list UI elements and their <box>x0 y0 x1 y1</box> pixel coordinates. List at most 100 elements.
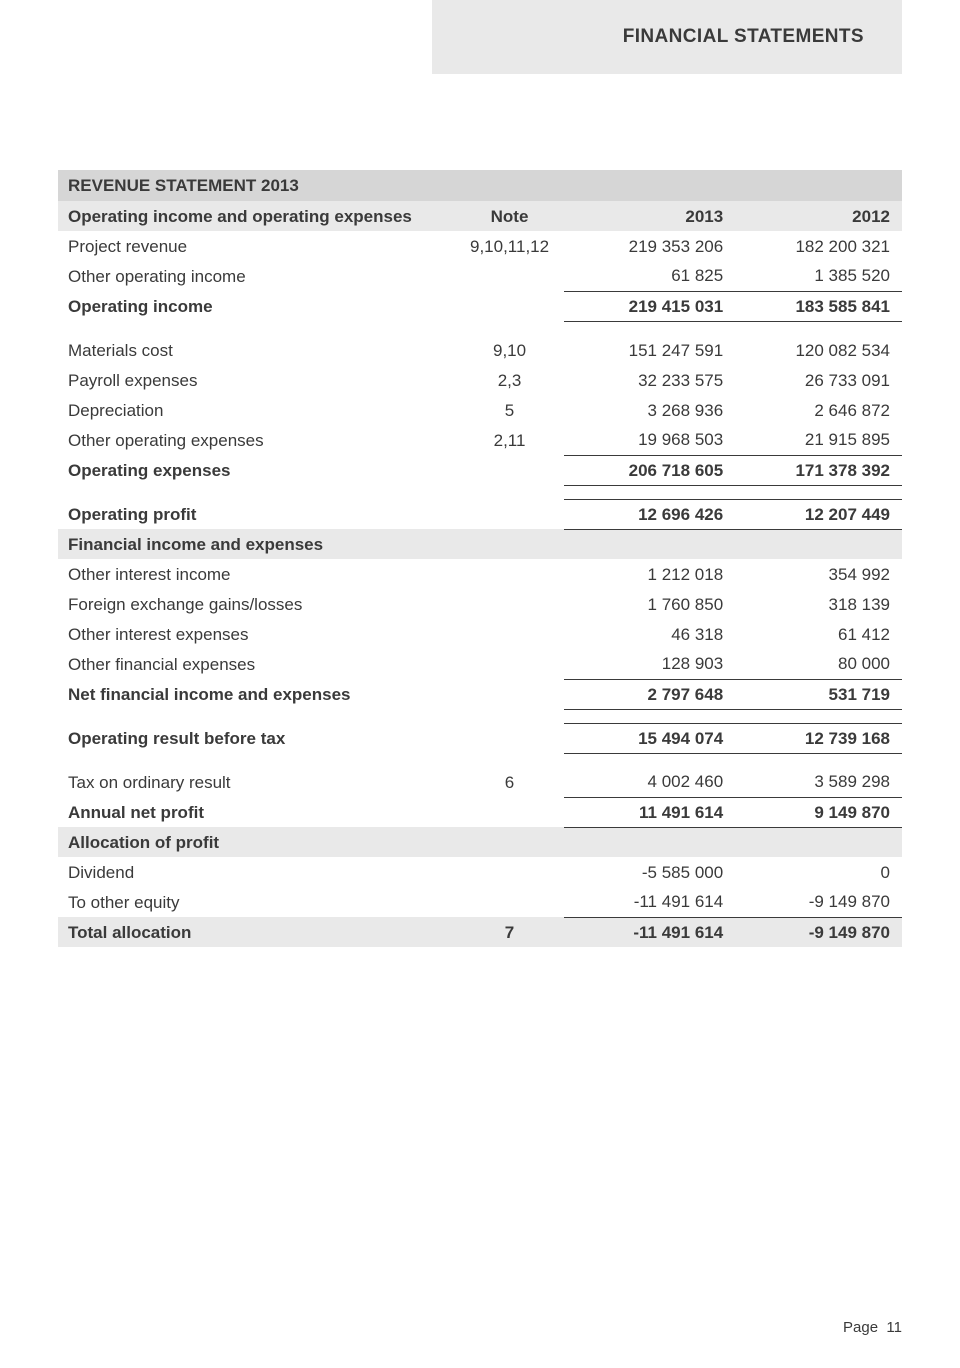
row-label: Financial income and expenses <box>58 529 455 559</box>
row-note <box>455 857 565 887</box>
row-value-2013: 12 696 426 <box>564 499 733 529</box>
row-value-2012: 12 739 168 <box>733 723 902 753</box>
table-row <box>58 485 902 499</box>
row-label: Other operating expenses <box>58 425 455 455</box>
table-row <box>58 709 902 723</box>
row-note: 9,10,11,12 <box>455 231 565 261</box>
table-row: Annual net profit 11 491 6149 149 870 <box>58 797 902 827</box>
row-label: Operating expenses <box>58 455 455 485</box>
row-note: 5 <box>455 395 565 425</box>
table-row: Net financial income and expenses2 797 6… <box>58 679 902 709</box>
row-value-2012 <box>733 827 902 857</box>
row-value-2013: 128 903 <box>564 649 733 679</box>
row-value-2013: 1 212 018 <box>564 559 733 589</box>
row-note <box>455 589 565 619</box>
row-value-2012 <box>733 529 902 559</box>
row-label: Other operating income <box>58 261 455 291</box>
row-value-2013: 2013 <box>564 201 733 231</box>
table-row: Total allocation7-11 491 614-9 149 870 <box>58 917 902 947</box>
row-value-2012: -9 149 870 <box>733 887 902 917</box>
row-value-2012: 183 585 841 <box>733 291 902 321</box>
row-value-2012: 531 719 <box>733 679 902 709</box>
table-row: Payroll expenses2,332 233 57526 733 091 <box>58 365 902 395</box>
table-row: Operating expenses206 718 605171 378 392 <box>58 455 902 485</box>
table-row: Project revenue9,10,11,12219 353 206182 … <box>58 231 902 261</box>
row-note <box>455 499 565 529</box>
row-note <box>455 619 565 649</box>
row-label: Annual net profit <box>58 797 455 827</box>
row-value-2012: 3 589 298 <box>733 767 902 797</box>
row-value-2013: 1 760 850 <box>564 589 733 619</box>
row-label: Depreciation <box>58 395 455 425</box>
row-note <box>455 827 565 857</box>
row-note <box>455 797 565 827</box>
row-value-2013: 4 002 460 <box>564 767 733 797</box>
row-label: To other equity <box>58 887 455 917</box>
row-value-2013: -11 491 614 <box>564 887 733 917</box>
row-value-2012: 1 385 520 <box>733 261 902 291</box>
row-value-2013: -11 491 614 <box>564 917 733 947</box>
row-label: Foreign exchange gains/losses <box>58 589 455 619</box>
table-row: Dividend -5 585 0000 <box>58 857 902 887</box>
table-row: Other operating expenses2,1119 968 50321… <box>58 425 902 455</box>
spacer-cell <box>58 709 902 723</box>
row-note: 2,3 <box>455 365 565 395</box>
row-note <box>455 723 565 753</box>
row-label: Payroll expenses <box>58 365 455 395</box>
table-row: Other interest income1 212 018354 992 <box>58 559 902 589</box>
row-label: Operating income and operating expenses <box>58 201 455 231</box>
row-note: 6 <box>455 767 565 797</box>
table-row: REVENUE STATEMENT 2013 <box>58 170 902 201</box>
row-note <box>455 559 565 589</box>
row-value-2012: 12 207 449 <box>733 499 902 529</box>
table-row: Operating income 219 415 031183 585 841 <box>58 291 902 321</box>
table-row <box>58 321 902 335</box>
row-label: Tax on ordinary result <box>58 767 455 797</box>
revenue-statement-table: REVENUE STATEMENT 2013Operating income a… <box>58 170 902 947</box>
row-note: 2,11 <box>455 425 565 455</box>
spacer-cell <box>58 753 902 767</box>
spacer-cell <box>58 485 902 499</box>
row-value-2013: -5 585 000 <box>564 857 733 887</box>
page-number: Page 11 <box>843 1319 902 1336</box>
row-value-2012: 354 992 <box>733 559 902 589</box>
table-row: Operating income and operating expensesN… <box>58 201 902 231</box>
row-value-2012: 0 <box>733 857 902 887</box>
row-value-2013 <box>564 529 733 559</box>
row-value-2012: 2 646 872 <box>733 395 902 425</box>
row-value-2013: 219 415 031 <box>564 291 733 321</box>
row-label: Allocation of profit <box>58 827 455 857</box>
table-row: Operating profit12 696 42612 207 449 <box>58 499 902 529</box>
table-row: Allocation of profit <box>58 827 902 857</box>
row-value-2012: 80 000 <box>733 649 902 679</box>
row-value-2013 <box>564 827 733 857</box>
row-value-2013: 2 797 648 <box>564 679 733 709</box>
row-value-2013: 151 247 591 <box>564 335 733 365</box>
row-label: Project revenue <box>58 231 455 261</box>
row-note <box>455 887 565 917</box>
row-label: Total allocation <box>58 917 455 947</box>
row-label: Operating income <box>58 291 455 321</box>
row-label: Operating result before tax <box>58 723 455 753</box>
row-value-2013: 219 353 206 <box>564 231 733 261</box>
row-note <box>455 291 565 321</box>
row-value-2012: 120 082 534 <box>733 335 902 365</box>
table-row: Depreciation53 268 9362 646 872 <box>58 395 902 425</box>
row-note: Note <box>455 201 565 231</box>
row-note <box>455 261 565 291</box>
section-tab: FINANCIAL STATEMENTS <box>432 0 902 74</box>
table-row: Other financial expenses 128 90380 000 <box>58 649 902 679</box>
row-label: Other interest expenses <box>58 619 455 649</box>
row-note <box>455 649 565 679</box>
row-value-2013: 11 491 614 <box>564 797 733 827</box>
row-value-2012: 9 149 870 <box>733 797 902 827</box>
row-value-2012: 2012 <box>733 201 902 231</box>
table-row <box>58 753 902 767</box>
row-note <box>455 455 565 485</box>
row-value-2013: 3 268 936 <box>564 395 733 425</box>
row-value-2012: 182 200 321 <box>733 231 902 261</box>
row-label: Other financial expenses <box>58 649 455 679</box>
row-note <box>455 679 565 709</box>
row-label: Dividend <box>58 857 455 887</box>
row-value-2013: 206 718 605 <box>564 455 733 485</box>
